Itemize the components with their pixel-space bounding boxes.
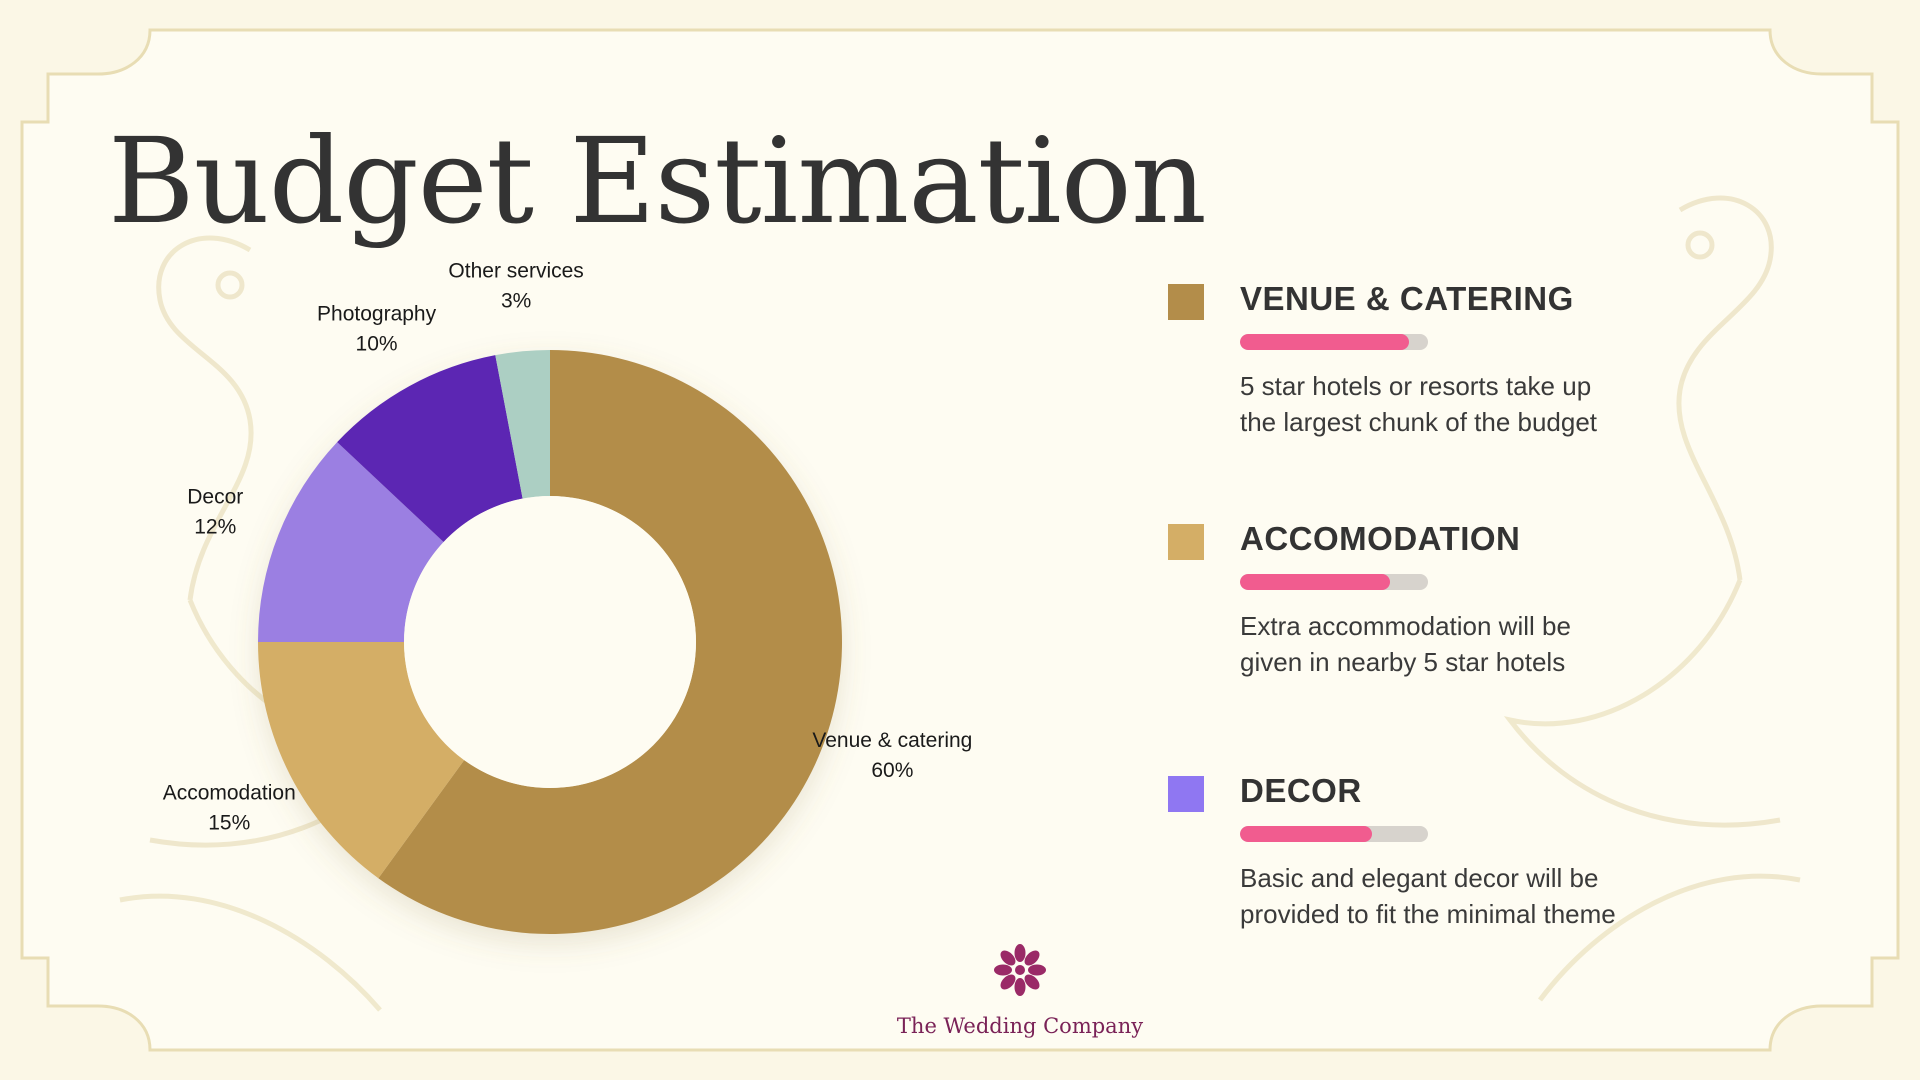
lotus-center <box>1015 965 1025 975</box>
donut-slices <box>258 350 842 935</box>
lotus-petal <box>1000 950 1016 966</box>
donut-slice-photography <box>337 355 523 543</box>
legend-swatch-venue-catering <box>1168 284 1204 320</box>
brand-footer: The Wedding Company <box>880 940 1160 1038</box>
progress-bar-accomodation <box>1240 574 1428 590</box>
legend-description-line: Basic and elegant decor will be <box>1240 863 1599 893</box>
budget-donut-chart: Venue & catering 60% Accomodation 15% Decor 1… <box>163 260 972 935</box>
slice-value-photography: 10% <box>356 333 398 356</box>
slice-value-other-services: 3% <box>501 290 531 313</box>
slice-label-accomodation: Accomodation <box>163 781 296 804</box>
legend-description-decor: Basic and elegant decor will be provided… <box>1240 860 1680 932</box>
peacock-watermark-right-icon <box>1503 195 1801 1002</box>
legend-description-venue-catering: 5 star hotels or resorts take up the lar… <box>1240 368 1680 440</box>
donut-slice-labels: Venue & catering 60% Accomodation 15% Decor 1… <box>163 260 973 835</box>
slice-label-photography: Photography <box>317 303 437 326</box>
legend-description-accomodation: Extra accommodation will be given in nea… <box>1240 608 1680 680</box>
donut-slice-decor <box>258 442 444 642</box>
brand-name: The Wedding Company <box>896 1014 1144 1038</box>
slice-label-other-services: Other services <box>448 260 583 283</box>
legend-swatch-accomodation <box>1168 524 1204 560</box>
lotus-petal <box>1014 944 1026 962</box>
lotus-petal <box>1014 978 1026 996</box>
slice-label-venue-catering: Venue & catering <box>812 729 972 752</box>
donut-slice-accomodation <box>258 642 465 879</box>
lotus-petal <box>1024 950 1040 966</box>
legend-description-line: 5 star hotels or resorts take up <box>1240 371 1592 401</box>
slice-value-accomodation: 15% <box>208 811 250 834</box>
donut-slice-venue-catering <box>378 350 842 935</box>
lotus-petal <box>1028 964 1046 976</box>
legend-title-decor: DECOR <box>1240 772 1362 809</box>
progress-bar-decor <box>1240 826 1428 842</box>
lotus-petal <box>1000 974 1016 990</box>
legend-description-line: the largest chunk of the budget <box>1240 407 1598 437</box>
slice-value-decor: 12% <box>194 515 236 538</box>
legend-description-line: provided to fit the minimal theme <box>1240 899 1616 929</box>
slice-value-venue-catering: 60% <box>871 759 913 782</box>
legend-description-line: Extra accommodation will be <box>1240 611 1571 641</box>
lotus-petal <box>1024 974 1040 990</box>
donut-slice-other-services <box>495 350 550 499</box>
page-title: Budget Estimation <box>108 112 1207 250</box>
slice-label-decor: Decor <box>187 485 243 508</box>
progress-fill-venue-catering <box>1240 334 1410 350</box>
legend-swatch-decor <box>1168 776 1204 812</box>
legend-title-accomodation: ACCOMODATION <box>1240 520 1521 557</box>
progress-fill-decor <box>1240 826 1372 842</box>
legend-title-venue-catering: VENUE & CATERING <box>1240 280 1574 317</box>
progress-fill-accomodation <box>1240 574 1391 590</box>
donut-hole <box>404 496 696 788</box>
progress-bar-venue-catering <box>1240 334 1428 350</box>
lotus-petal <box>994 964 1012 976</box>
legend-description-line: given in nearby 5 star hotels <box>1240 647 1566 677</box>
lotus-flower-icon <box>994 944 1046 996</box>
